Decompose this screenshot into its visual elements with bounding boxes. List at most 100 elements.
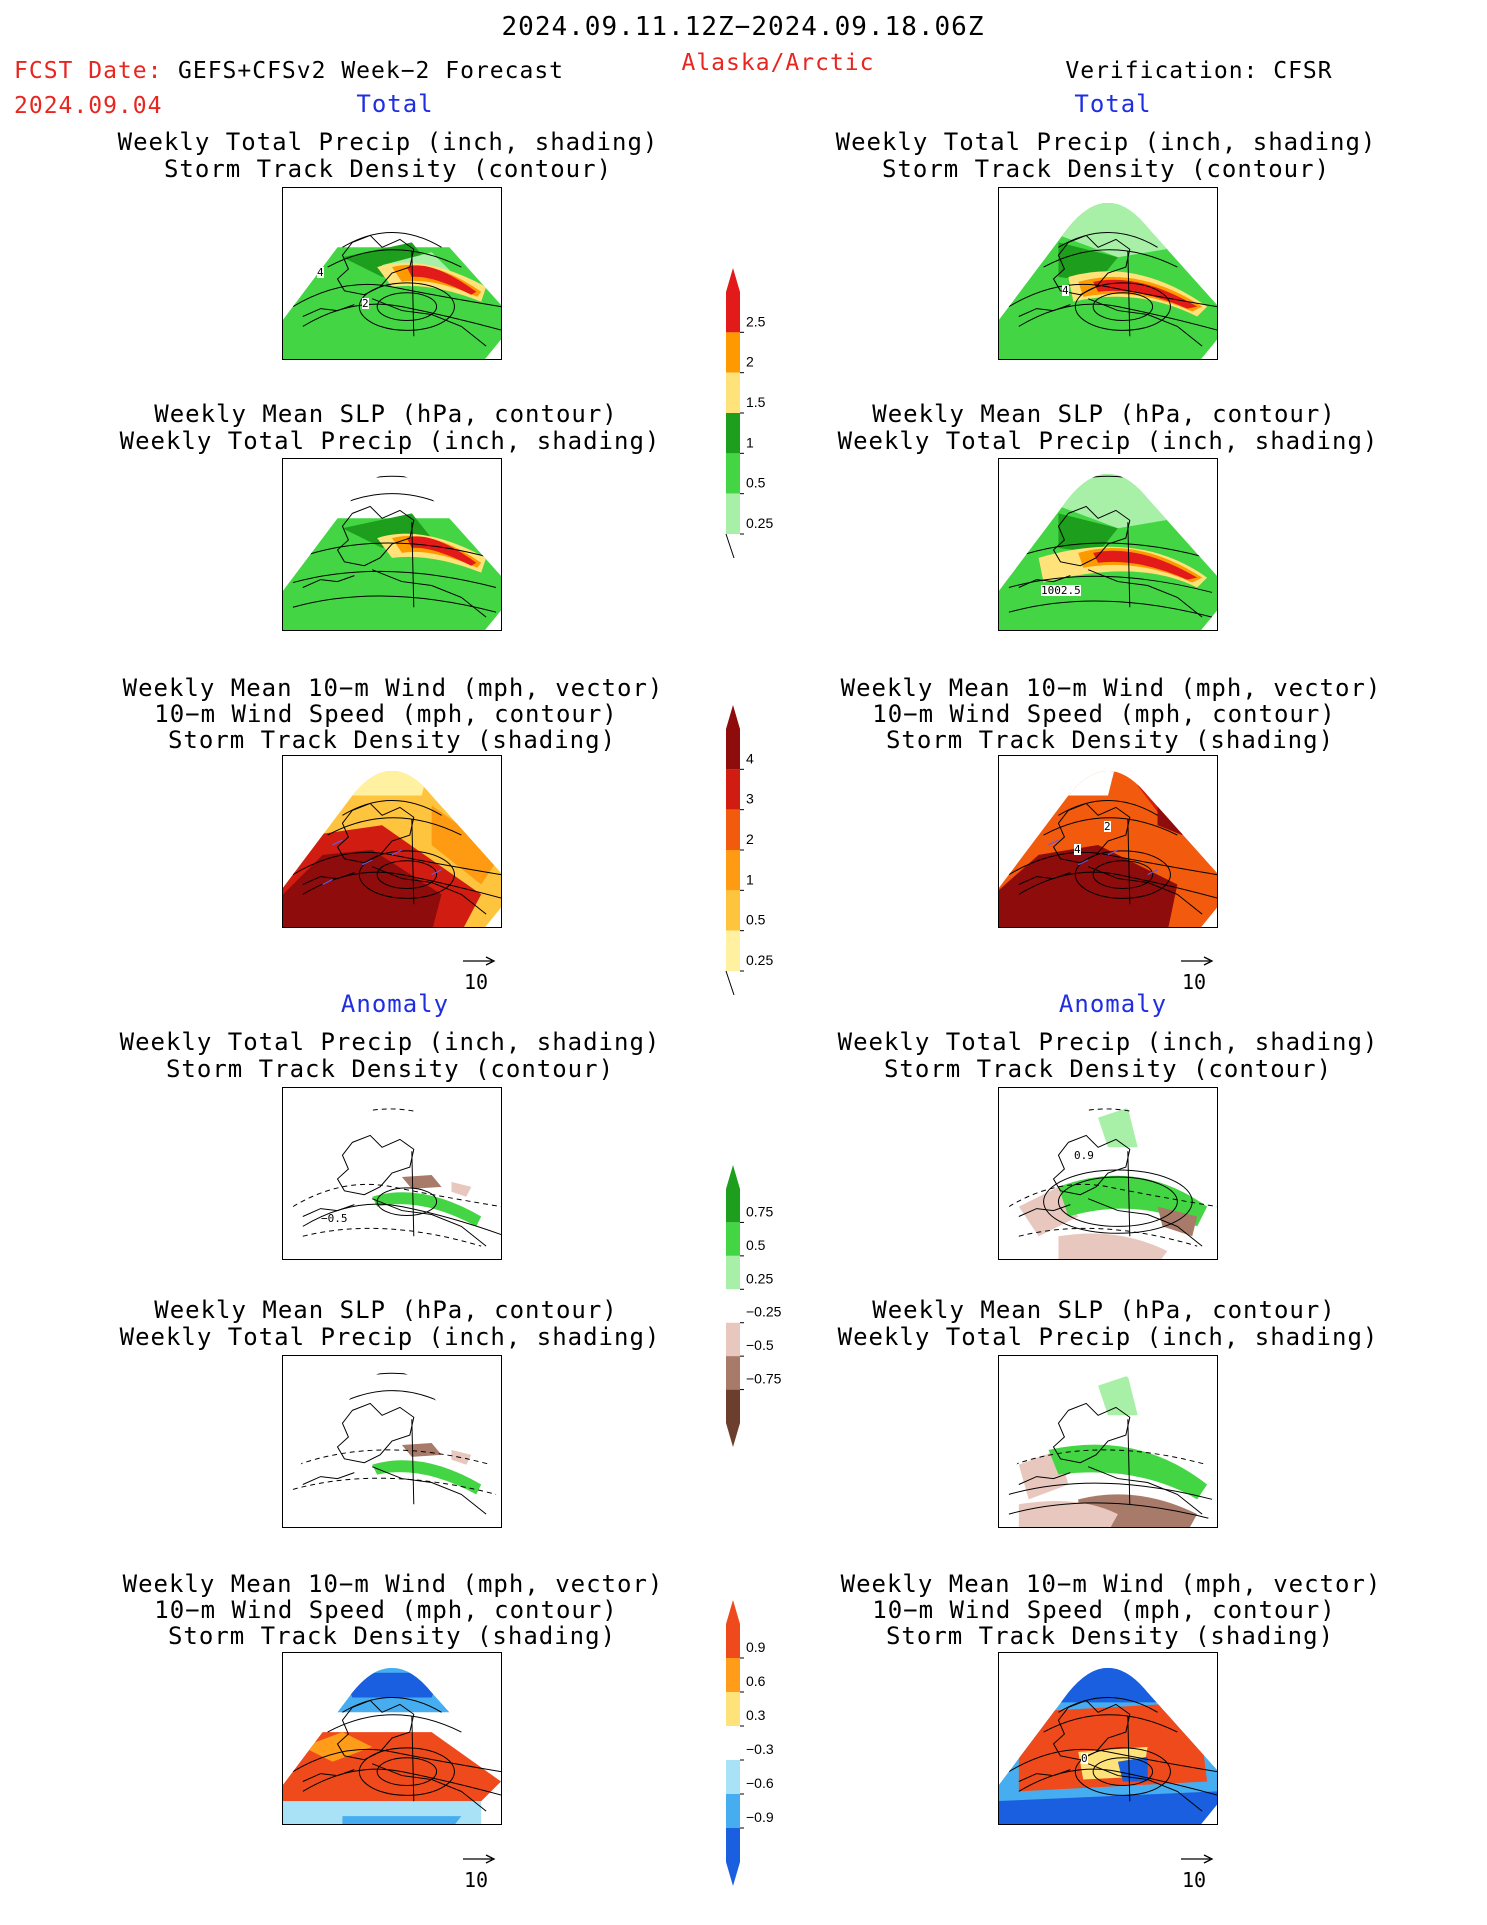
colorbar-swatch [726,705,740,770]
ver-total-wind-track-map: 2 4 [998,755,1218,928]
colorbar-tick-label: −0.75 [746,1371,782,1387]
fc-total-precip-track-map: 4 2 [282,187,502,360]
fc-anom-slp-title-1: Weekly Mean SLP (hPa, contour) [154,1296,618,1324]
ver-total-wind-title-2: 10−m Wind Speed (mph, contour) [872,700,1336,728]
fc-total-wind-track-map [282,755,502,928]
colorbar-swatch [726,850,740,891]
ver-anom-wind-title-3: Storm Track Density (shading) [885,1622,1335,1650]
ver-total-precip-title-2: Storm Track Density (contour) [881,155,1331,183]
fc-total-wind-title-3: Storm Track Density (shading) [167,726,617,754]
colorbar-tick-label: −0.9 [746,1809,774,1825]
colorbar-tick-label: 2 [746,831,754,847]
contour-label: 4 [1062,284,1069,297]
fc-anom-wind-track-map [282,1652,502,1825]
fcst-date-label: FCST Date: [14,58,163,84]
contour-label: 1002.5 [1041,584,1081,597]
colorbar-tick-label: 0.5 [746,912,766,928]
colorbar-tick-label: 0.25 [746,515,773,531]
valid-period-title: 2024.09.11.12Z−2024.09.18.06Z [501,12,985,42]
colorbar-graphic: 0.75 0.5 0.25 −0.25 −0.5 −0.75 [726,1165,782,1447]
ver-anom-slp-title-2: Weekly Total Precip (inch, shading) [837,1323,1379,1351]
colorbar-graphic: 4 3 2 1 0.5 0.25 [725,705,773,996]
fc-anom-slp-title-2: Weekly Total Precip (inch, shading) [119,1323,661,1351]
colorbar-tick-label: 0.6 [746,1673,766,1689]
colorbar-swatch [726,1289,740,1323]
fc-anom-precip-track-map: −0.5 [282,1087,502,1260]
forecast-anomaly-heading: Anomaly [340,990,450,1018]
ver-anom-wind-track-map: 0 [998,1652,1218,1825]
colorbar-swatch [726,1658,740,1692]
contour-label: 2 [1104,820,1111,833]
ver-total-slp-title-1: Weekly Mean SLP (hPa, contour) [872,400,1336,428]
colorbar-swatch [726,890,740,931]
fc-total-slp-title-2: Weekly Total Precip (inch, shading) [119,427,661,455]
ver-anom-slp-precip-map [998,1355,1218,1528]
ver-anom-precip-title-1: Weekly Total Precip (inch, shading) [837,1028,1379,1056]
fc-anom-wind-title-1: Weekly Mean 10−m Wind (mph, vector) [122,1570,664,1598]
vector-reference-label: 10 [1182,1868,1207,1892]
colorbar-tick-label: 2.5 [746,313,766,329]
colorbar-tick-label: 0.5 [746,1237,766,1253]
forecast-total-heading: Total [356,90,434,118]
colorbar-graphic: 0.9 0.6 0.3 −0.3 −0.6 −0.9 [726,1600,774,1886]
ver-anom-precip-title-2: Storm Track Density (contour) [883,1055,1333,1083]
contour-label: 0.9 [1074,1149,1094,1162]
colorbar-swatch [726,268,740,333]
colorbar-swatch [726,332,740,373]
colorbar-storm-track-total: 4 3 2 1 0.5 0.25 [718,705,798,996]
colorbar-tick-label: −0.5 [746,1337,774,1353]
colorbar-swatch [726,1794,740,1828]
ver-anom-precip-track-map: 0.9 [998,1087,1218,1260]
colorbar-swatch [726,1356,740,1390]
fc-total-slp-title-1: Weekly Mean SLP (hPa, contour) [154,400,618,428]
colorbar-tick-label: 3 [746,791,754,807]
colorbar-swatch [726,453,740,494]
colorbar-tick-label: −0.6 [746,1775,774,1791]
vector-reference-ver-total: 10 [1180,948,1214,994]
contour-label: −0.5 [321,1212,348,1225]
ver-total-slp-title-2: Weekly Total Precip (inch, shading) [837,427,1379,455]
colorbar-tail [725,970,735,996]
colorbar-tick-label: 0.25 [746,1270,773,1286]
colorbar-graphic: 2.5 2 1.5 1 0.5 0.25 [725,268,773,559]
vector-reference-label: 10 [464,970,489,994]
vector-reference-ver-anom: 10 [1180,1846,1214,1892]
model-name: GEFS+CFSv2 Week−2 Forecast [178,58,565,84]
vector-reference-fc-total: 10 [462,948,496,994]
colorbar-swatch [726,769,740,810]
contour-label: 4 [317,266,324,279]
colorbar-tick-label: 0.5 [746,475,766,491]
fc-anom-slp-precip-map [282,1355,502,1528]
colorbar-swatch [726,1760,740,1794]
fc-total-wind-title-1: Weekly Mean 10−m Wind (mph, vector) [122,674,664,702]
colorbar-tick-label: −0.25 [746,1304,782,1320]
colorbar-swatch [726,1165,740,1223]
fc-anom-precip-title-2: Storm Track Density (contour) [165,1055,615,1083]
fcst-date: 2024.09.04 [14,93,163,119]
colorbar-swatch [726,1255,740,1290]
colorbar-precip-anomaly: 0.75 0.5 0.25 −0.25 −0.5 −0.75 [718,1165,798,1447]
fc-total-precip-title-1: Weekly Total Precip (inch, shading) [117,128,659,156]
colorbar-tick-label: 2 [746,354,754,370]
ver-total-wind-title-1: Weekly Mean 10−m Wind (mph, vector) [840,674,1382,702]
colorbar-precip-total: 2.5 2 1.5 1 0.5 0.25 [718,268,798,559]
fc-anom-wind-title-2: 10−m Wind Speed (mph, contour) [154,1596,618,1624]
vector-reference-fc-anom: 10 [462,1846,496,1892]
colorbar-swatch [726,1828,740,1886]
fc-anom-wind-title-3: Storm Track Density (shading) [167,1622,617,1650]
fc-anom-precip-title-1: Weekly Total Precip (inch, shading) [119,1028,661,1056]
colorbar-tick-label: 4 [746,750,754,766]
verification-anomaly-heading: Anomaly [1058,990,1168,1018]
ver-anom-wind-title-1: Weekly Mean 10−m Wind (mph, vector) [840,1570,1382,1598]
colorbar-tick-label: −0.3 [746,1741,774,1757]
verification-label: Verification: CFSR [1065,58,1333,84]
fc-total-wind-title-2: 10−m Wind Speed (mph, contour) [154,700,618,728]
colorbar-swatch [726,1726,740,1760]
contour-label: 2 [362,297,369,310]
colorbar-tick-label: 0.9 [746,1639,766,1655]
region-label: Alaska/Arctic [681,50,875,76]
colorbar-tick-label: 0.75 [746,1203,773,1219]
colorbar-tick-label: 0.3 [746,1707,766,1723]
colorbar-storm-track-anomaly: 0.9 0.6 0.3 −0.3 −0.6 −0.9 [718,1600,798,1886]
ver-total-precip-track-map: 4 [998,187,1218,360]
